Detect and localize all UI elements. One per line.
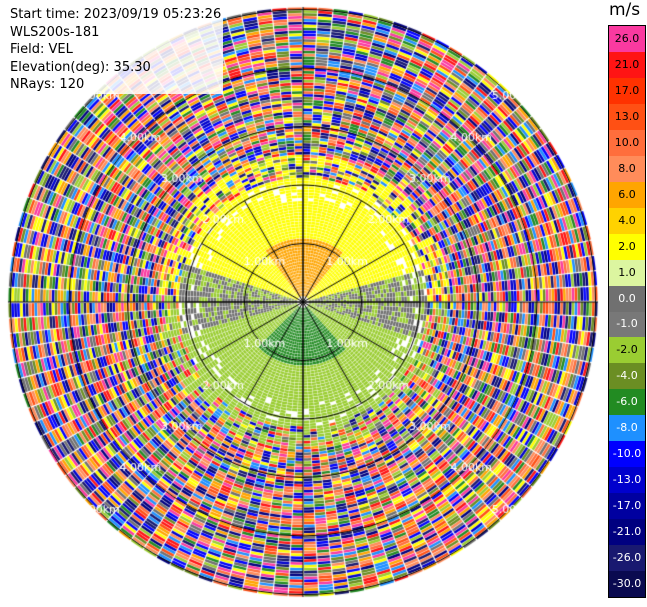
colorbar-tick-label: -30.0	[612, 577, 642, 591]
colorbar-segment	[609, 337, 645, 364]
colorbar-tick-label: 10.0	[614, 135, 640, 149]
colorbar-segment	[609, 259, 645, 287]
colorbar-tick-label: 13.0	[614, 109, 640, 123]
colorbar-tick-label: -1.0	[616, 317, 638, 331]
elevation-label: Elevation(deg): 35.30	[10, 58, 224, 76]
colorbar-tick-label: 17.0	[614, 83, 640, 97]
instrument-label: WLS200s-181	[10, 23, 224, 41]
colorbar-tick-label: -13.0	[612, 473, 642, 487]
colorbar-tick-label: -21.0	[612, 525, 642, 539]
colorbar-segment	[609, 363, 645, 390]
colorbar-segment	[609, 51, 645, 79]
colorbar-tick-label: -26.0	[612, 551, 642, 565]
colorbar-tick-label: -2.0	[616, 343, 638, 357]
colorbar-segment	[609, 493, 645, 520]
colorbar-tick-label: -17.0	[612, 499, 642, 513]
colorbar-segment	[609, 519, 645, 546]
field-label: Field: VEL	[10, 41, 224, 59]
colorbar-segment	[609, 129, 645, 157]
colorbar-segment	[609, 545, 645, 572]
colorbar-tick-label: 21.0	[614, 57, 640, 71]
colorbar-segment	[609, 155, 645, 183]
scan-info-panel: Start time: 2023/09/19 05:23:26 WLS200s-…	[10, 6, 224, 94]
colorbar-tick-label: 6.0	[618, 187, 636, 201]
colorbar-segment	[609, 571, 645, 598]
colorbar-segment	[609, 285, 645, 312]
radar-ppi-plot	[0, 0, 607, 607]
colorbar-segment	[609, 103, 645, 131]
velocity-colorbar: 26.0 21.0 17.0 13.0 10.0 8.0 6.0 4.0 2.0 1.0 0.0 -1…	[608, 25, 646, 598]
colorbar-tick-label: 0.0	[618, 291, 636, 305]
colorbar-segment	[609, 77, 645, 105]
colorbar-segment	[609, 233, 645, 261]
colorbar-segment	[609, 181, 645, 209]
colorbar-tick-label: -6.0	[616, 395, 638, 409]
colorbar-tick-label: 1.0	[618, 265, 636, 279]
colorbar-segment	[609, 389, 645, 416]
colorbar-tick-label: 26.0	[614, 31, 640, 45]
colorbar-segment	[609, 415, 645, 442]
colorbar-segment	[609, 207, 645, 235]
colorbar-tick-label: 2.0	[618, 239, 636, 253]
colorbar-tick-label: 4.0	[618, 213, 636, 227]
colorbar-segment	[609, 311, 645, 338]
colorbar-segment	[609, 467, 645, 494]
colorbar-tick-label: -10.0	[612, 447, 642, 461]
nrays-label: NRays: 120	[10, 76, 224, 94]
colorbar-tick-label: -8.0	[616, 421, 638, 435]
colorbar-unit: m/s	[609, 0, 641, 20]
colorbar-tick-label: -4.0	[616, 369, 638, 383]
colorbar-segment	[609, 26, 645, 53]
start-time-label: Start time: 2023/09/19 05:23:26	[10, 6, 224, 24]
colorbar-tick-label: 8.0	[618, 161, 636, 175]
colorbar-segment	[609, 441, 645, 468]
